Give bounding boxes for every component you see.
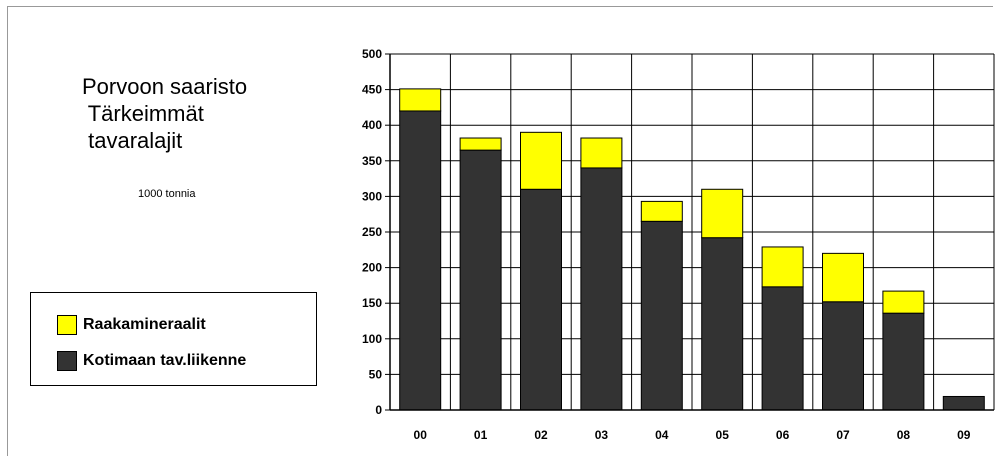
x-tick-label: 05: [716, 428, 730, 442]
chart-title-line-3: tavaralajit: [82, 128, 183, 153]
x-tick-label: 03: [595, 428, 609, 442]
bar-raakamineraalit: [822, 252, 864, 303]
y-tick-label: 200: [362, 261, 382, 275]
y-tick-label: 150: [362, 296, 382, 310]
x-tick-label: 00: [414, 428, 428, 442]
bar-raakamineraalit: [520, 131, 562, 190]
legend-swatch-kotimaan: [57, 351, 77, 371]
bar-raakamineraalit: [459, 137, 502, 151]
y-tick-label: 350: [362, 154, 382, 168]
chart-title-line-1: Porvoon saaristo: [82, 74, 248, 99]
chart-subtitle: 1000 tonnia: [138, 188, 196, 200]
x-tick-label: 08: [897, 428, 911, 442]
x-tick-label: 04: [655, 428, 669, 442]
chart-legend: Raakamineraalit Kotimaan tav.liikenne: [30, 292, 317, 386]
bar-raakamineraalit: [640, 200, 683, 222]
x-tick-label: 02: [534, 428, 548, 442]
legend-label-raakamineraalit: Raakamineraalit: [83, 316, 206, 333]
legend-swatch-raakamineraalit: [57, 315, 77, 335]
x-tick-label: 06: [776, 428, 790, 442]
bar-kotimaan: [520, 188, 562, 411]
x-tick-label: 07: [836, 428, 850, 442]
bar-kotimaan: [701, 237, 744, 411]
bar-raakamineraalit: [701, 188, 744, 239]
bar-raakamineraalit: [399, 88, 442, 112]
bar-kotimaan: [399, 110, 442, 411]
bar-kotimaan: [640, 220, 683, 411]
x-tick-label: 09: [957, 428, 971, 442]
y-tick-label: 500: [362, 47, 382, 61]
legend-label-kotimaan: Kotimaan tav.liikenne: [83, 352, 247, 369]
y-tick-label: 0: [375, 403, 382, 417]
bar-kotimaan: [761, 286, 804, 411]
bar-kotimaan: [822, 301, 864, 411]
y-tick-label: 400: [362, 118, 382, 132]
y-tick-label: 300: [362, 189, 382, 203]
legend-item-kotimaan: Kotimaan tav.liikenne: [57, 351, 246, 371]
x-tick-label: 01: [474, 428, 488, 442]
y-tick-label: 250: [362, 225, 382, 239]
legend-item-raakamineraalit: Raakamineraalit: [57, 315, 206, 335]
bar-raakamineraalit: [580, 137, 623, 169]
y-tick-label: 100: [362, 332, 382, 346]
bar-kotimaan: [459, 149, 502, 411]
bar-kotimaan: [580, 167, 623, 411]
chart-frame: [7, 6, 993, 456]
bar-raakamineraalit: [882, 290, 925, 314]
bar-raakamineraalit: [761, 246, 804, 288]
chart-title-line-2: Tärkeimmät: [82, 101, 204, 126]
chart-title: Porvoon saaristo Tärkeimmät tavaralajit: [82, 73, 247, 154]
y-tick-label: 50: [369, 367, 383, 381]
bar-kotimaan: [942, 395, 985, 411]
bar-kotimaan: [882, 312, 925, 411]
y-tick-label: 450: [362, 83, 382, 97]
